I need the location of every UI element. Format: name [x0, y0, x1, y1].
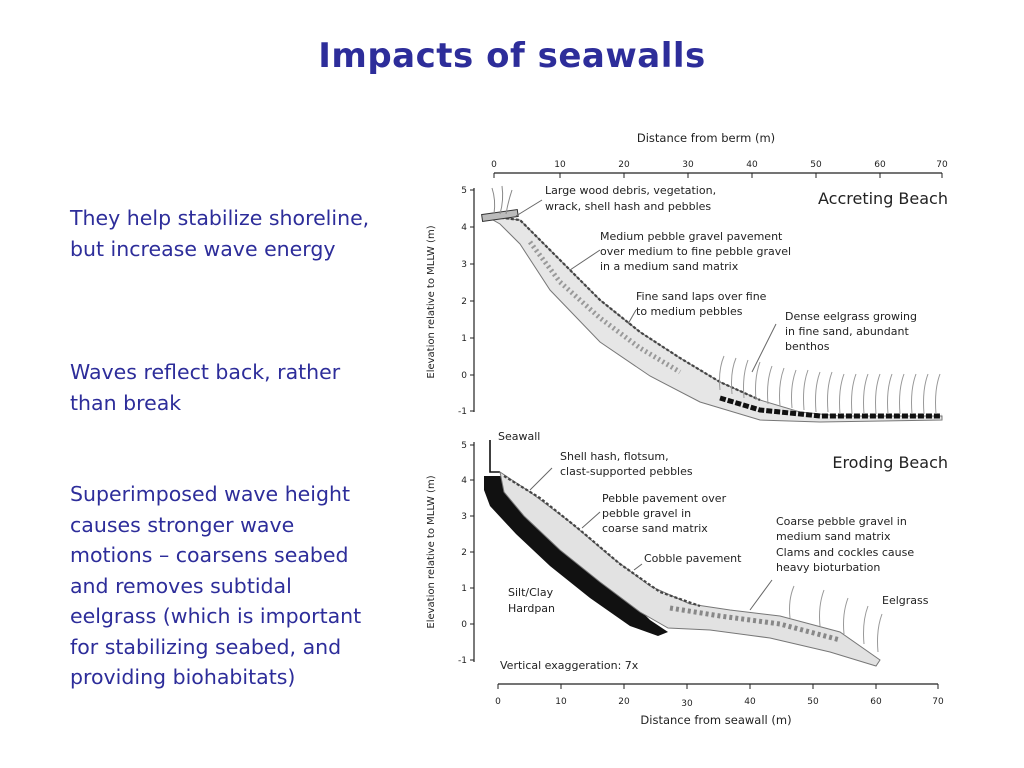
bottom-x-tick: 60 [870, 697, 882, 707]
bullet-superimposed: Superimposed wave height causes stronger… [70, 482, 362, 689]
seawall-beach-figure: Distance from berm (m) 0 10 20 30 40 50 … [426, 131, 948, 727]
eelgrass-icon [719, 355, 941, 415]
bottom-annotation: Eelgrass [882, 594, 929, 607]
bottom-annotation: heavy bioturbation [776, 561, 880, 574]
top-x-tick: 10 [554, 160, 566, 170]
top-panel: Distance from berm (m) 0 10 20 30 40 50 … [426, 131, 948, 423]
top-x-tick: 50 [810, 160, 822, 170]
top-y-tick: 1 [461, 334, 467, 344]
bottom-x-tick: 10 [555, 697, 567, 707]
bottom-y-tick: 4 [461, 476, 467, 486]
top-x-tick: 0 [491, 160, 497, 170]
bottom-annotation: Cobble pavement [644, 552, 742, 565]
top-y-tick: 2 [461, 297, 467, 307]
bottom-sediment-body [499, 470, 881, 667]
top-y-axis-label: Elevation relative to MLLW (m) [426, 225, 437, 378]
top-annotation: to medium pebbles [636, 305, 743, 318]
top-y-tick: 5 [461, 186, 467, 196]
bottom-annotation: Clams and cockles cause [776, 546, 914, 559]
bottom-x-tick: 20 [618, 697, 630, 707]
bottom-y-tick: 0 [461, 620, 467, 630]
bottom-annotation: clast-supported pebbles [560, 465, 693, 478]
bottom-y-tick: 3 [461, 512, 467, 522]
top-annotation: Dense eelgrass growing [785, 310, 917, 323]
bottom-annotation: Silt/Clay [508, 586, 554, 599]
top-annotation: Large wood debris, vegetation, [545, 184, 716, 197]
bottom-annotation: Seawall [498, 430, 540, 443]
slide-title: Impacts of seawalls [318, 36, 706, 76]
bottom-annotation: coarse sand matrix [602, 522, 708, 535]
bottom-annotation: Hardpan [508, 602, 555, 615]
top-annotation: benthos [785, 340, 830, 353]
bottom-annotation: Pebble pavement over [602, 492, 727, 505]
top-y-tick: 3 [461, 260, 467, 270]
top-annotation: over medium to fine pebble gravel [600, 245, 791, 258]
bullet-reflect: Waves reflect back, rather than break [70, 360, 341, 415]
top-x-tick: 70 [936, 160, 948, 170]
eroding-eelgrass-icon [789, 585, 883, 653]
bottom-x-tick: 40 [744, 697, 756, 707]
top-y-tick: 4 [461, 223, 467, 233]
accreting-beach-label: Accreting Beach [818, 189, 948, 208]
bottom-x-axis-label: Distance from seawall (m) [640, 713, 791, 727]
top-annotation: wrack, shell hash and pebbles [545, 200, 711, 213]
bottom-x-tick: 30 [681, 699, 693, 709]
bottom-annotation: Coarse pebble gravel in [776, 515, 907, 528]
top-gravel-pavement [485, 214, 761, 402]
bottom-annotation: medium sand matrix [776, 530, 891, 543]
seawall-icon [489, 440, 500, 473]
top-annotation: Medium pebble gravel pavement [600, 230, 783, 243]
bottom-x-tick: 50 [807, 697, 819, 707]
bottom-annotation: pebble gravel in [602, 507, 691, 520]
top-x-axis-label: Distance from berm (m) [637, 131, 775, 145]
top-x-tick: 60 [874, 160, 886, 170]
bottom-panel: 5 4 3 2 1 0 -1 Elevation relative to MLL… [426, 430, 948, 727]
bottom-y-tick: 2 [461, 548, 467, 558]
bottom-x-tick: 0 [495, 697, 501, 707]
bottom-x-tick: 70 [932, 697, 944, 707]
top-annotation: in a medium sand matrix [600, 260, 739, 273]
top-x-tick: 40 [746, 160, 758, 170]
top-x-tick: 30 [682, 160, 694, 170]
bottom-y-tick: 5 [461, 441, 467, 451]
top-annotation: in fine sand, abundant [785, 325, 909, 338]
top-y-tick: -1 [458, 407, 467, 417]
bottom-y-tick: -1 [458, 656, 467, 666]
vegetation-icon [491, 185, 513, 215]
top-y-tick: 0 [461, 371, 467, 381]
top-x-tick: 20 [618, 160, 630, 170]
vertical-exaggeration-note: Vertical exaggeration: 7x [500, 659, 639, 672]
top-annotation: Fine sand laps over fine [636, 290, 767, 303]
bottom-annotation: Shell hash, flotsum, [560, 450, 669, 463]
eroding-beach-label: Eroding Beach [832, 453, 948, 472]
bottom-y-tick: 1 [461, 584, 467, 594]
bullet-stabilize: They help stabilize shoreline, but incre… [70, 206, 370, 261]
wood-debris-icon [481, 208, 519, 223]
bottom-y-axis-label: Elevation relative to MLLW (m) [426, 475, 437, 628]
